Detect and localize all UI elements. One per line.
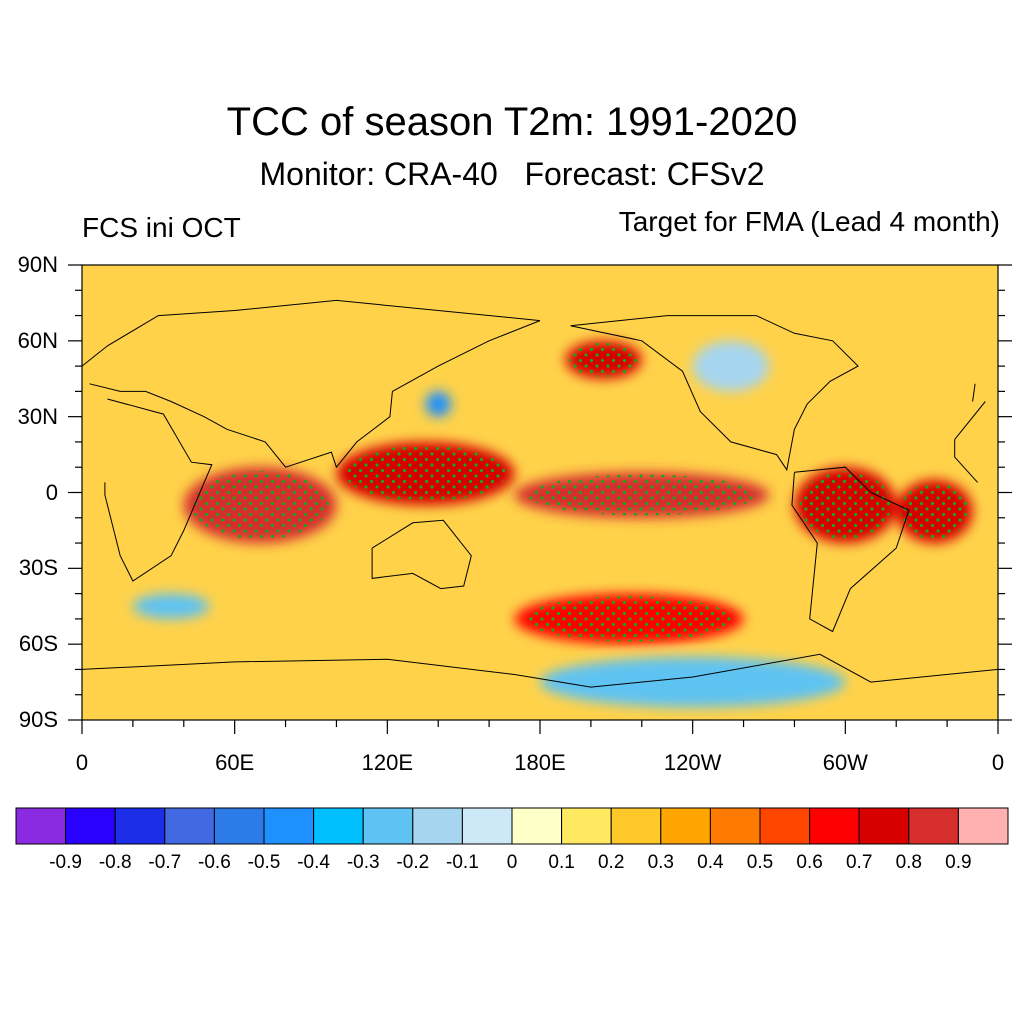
- lon-label: 120W: [663, 750, 722, 775]
- colorbar-label: 0.3: [647, 852, 674, 873]
- stipple-western-pacific-warm-pool: [345, 445, 506, 502]
- colorbar-swatch: [561, 807, 612, 845]
- colorbar-swatch: [65, 807, 116, 845]
- colorbar-swatch: [858, 807, 910, 845]
- region-north-america: [692, 340, 769, 392]
- coast-south-america: [791, 466, 910, 633]
- colorbar-swatch: [15, 807, 67, 845]
- stipple-southern-ocean: [526, 596, 733, 642]
- colorbar-swatch: [114, 807, 166, 845]
- colorbar-swatch: [908, 807, 959, 845]
- colorbar-label: -0.5: [247, 852, 281, 873]
- coast-north-america: [570, 315, 859, 472]
- lon-label: 0: [991, 750, 1005, 775]
- colorbar-swatch: [809, 807, 860, 845]
- stipple-tropical-south-america: [799, 471, 892, 540]
- colorbar-swatch: [759, 807, 811, 845]
- colorbar-label: 0.4: [697, 852, 724, 873]
- lat-label: 90N: [17, 252, 58, 277]
- colorbar-swatch: [660, 807, 711, 845]
- coast-eurasia-1: [82, 299, 541, 469]
- region-southern-indian-ocean: [132, 593, 210, 619]
- colorbar-label: 0.2: [597, 852, 625, 873]
- lon-label: 180E: [514, 750, 566, 775]
- colorbar-label: -0.2: [396, 852, 430, 873]
- colorbar-swatch: [511, 807, 563, 845]
- lat-label: 60N: [17, 327, 58, 353]
- colorbar-label: -0.4: [297, 852, 330, 873]
- axis-ticks: [68, 264, 1012, 734]
- colorbar-label: 0.9: [945, 852, 972, 873]
- colorbar-swatch: [213, 807, 265, 845]
- target-label: Target for FMA (Lead 4 month): [618, 206, 1000, 237]
- lat-label: 60S: [18, 631, 58, 657]
- stipple-central-eastern-pacific: [527, 474, 757, 516]
- colorbar-label: 0.1: [548, 852, 575, 873]
- colorbar-swatch: [461, 807, 513, 845]
- colorbar-label: -0.9: [49, 852, 82, 873]
- region-japan: [425, 391, 451, 417]
- lon-label: 60E: [215, 750, 255, 775]
- page-title: TCC of season T2m: 1991-2020: [226, 100, 798, 144]
- colorbar-swatch: [313, 807, 364, 845]
- coast-africa-2: [954, 439, 978, 483]
- colorbar-swatch: [610, 807, 662, 845]
- colorbar-label: 0.7: [845, 852, 873, 873]
- colorbar-swatch: [957, 807, 1009, 845]
- colorbar-label: -0.3: [346, 852, 380, 873]
- colorbar-label: 0.5: [746, 852, 774, 873]
- coast-eurasia: [972, 383, 976, 402]
- lat-label: 90S: [18, 707, 58, 732]
- lat-label: 0: [45, 479, 58, 505]
- lon-label: 120E: [361, 750, 414, 775]
- coast-africa: [954, 401, 986, 440]
- page-subtitle: Monitor: CRA-40 Forecast: CFSv2: [259, 156, 765, 192]
- region-antarctica: [540, 656, 846, 708]
- coastlines: [82, 299, 998, 688]
- colorbar-label: 0.8: [895, 852, 922, 873]
- colorbar-label: -0.8: [98, 852, 132, 873]
- colorbar-label: -0.7: [148, 852, 182, 873]
- colorbar-label: -0.1: [446, 852, 479, 873]
- colorbar-label: -0.6: [198, 852, 231, 873]
- lat-label: 30N: [17, 403, 58, 429]
- lon-label: 60W: [822, 750, 868, 775]
- significance-stipple: [191, 342, 969, 642]
- lon-label: 0: [75, 750, 89, 775]
- colorbar-swatch: [709, 807, 761, 845]
- stipple-indian-ocean: [191, 471, 329, 540]
- colorbar-swatch: [362, 807, 414, 845]
- stipple-north-pacific: [569, 342, 638, 377]
- colorbar-swatch: [263, 807, 315, 845]
- init-label: FCS ini OCT: [82, 212, 241, 243]
- stipple-tropical-atlantic: [900, 483, 969, 540]
- colorbar-swatch: [412, 807, 463, 845]
- coast-antarctica: [82, 653, 998, 688]
- coast-africa-1: [104, 398, 213, 582]
- colorbar-label: 0.6: [796, 852, 823, 873]
- colorbar-label: 0: [506, 852, 518, 873]
- coast-australia: [371, 519, 472, 590]
- colorbar: [15, 807, 1009, 845]
- lat-label: 30S: [18, 555, 58, 581]
- map-field: [82, 265, 998, 720]
- colorbar-swatch: [164, 807, 215, 845]
